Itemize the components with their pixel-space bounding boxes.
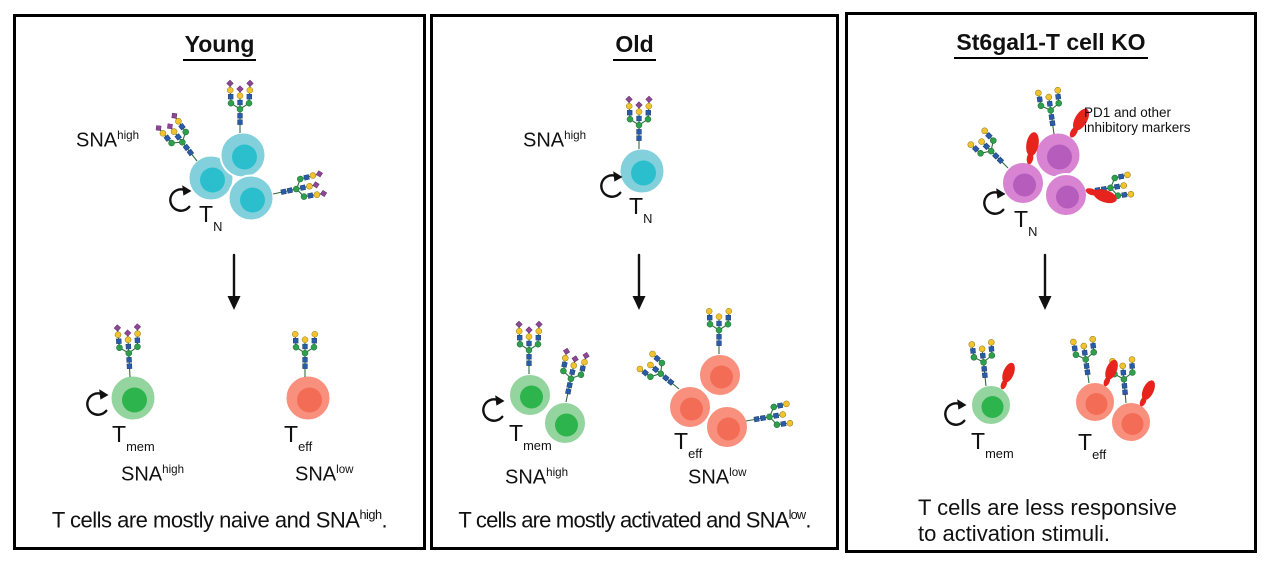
teff-label: Teff xyxy=(674,428,703,461)
sialylated-glycan-icon xyxy=(625,95,653,150)
effector-t-cell xyxy=(1110,401,1152,443)
asialo-glycan-icon xyxy=(705,307,733,355)
differentiation-arrow-icon xyxy=(1037,253,1053,312)
asialo-glycan-icon xyxy=(1034,86,1068,137)
self-renewal-arrow-icon xyxy=(944,398,968,426)
asialo-glycan-icon xyxy=(1069,335,1103,386)
effector-t-cell xyxy=(1074,381,1116,423)
asialo-glycan-icon xyxy=(967,338,1000,388)
panel-young: Young SNAhigh TN Tmem SNAhigh Teff SNAlo… xyxy=(13,14,426,550)
panel-title: Old xyxy=(433,31,836,61)
effector-t-cell xyxy=(705,405,749,449)
sialylated-glycan-icon xyxy=(552,346,591,406)
tn-label: TN xyxy=(199,201,223,234)
cell-diagram-old xyxy=(482,95,794,449)
panel-ko: St6gal1-T cell KO PD1 and other xyxy=(845,12,1257,553)
sna-high-label: SNAhigh xyxy=(121,463,185,486)
cell-diagram-ko xyxy=(944,86,1158,443)
effector-t-cell xyxy=(668,385,712,429)
self-renewal-arrow-icon xyxy=(600,169,624,198)
tmem-label: Tmem xyxy=(971,428,1014,461)
self-renewal-arrow-icon xyxy=(86,388,110,416)
sna-high-label: SNAhigh xyxy=(76,129,140,152)
naive-t-cell xyxy=(219,131,267,179)
sialylated-glycan-icon xyxy=(269,169,329,208)
asialo-glycan-icon xyxy=(743,399,794,435)
sialylated-glycan-icon xyxy=(515,320,543,375)
naive-t-cell xyxy=(618,147,666,195)
tn-label: TN xyxy=(629,193,653,226)
memory-t-cell xyxy=(109,374,157,422)
differentiation-arrow-icon xyxy=(631,253,647,312)
sialylated-glycan-icon xyxy=(226,79,254,134)
naive-t-cell xyxy=(227,174,275,222)
self-renewal-arrow-icon xyxy=(983,186,1007,215)
tmem-label: Tmem xyxy=(112,421,155,454)
self-renewal-arrow-icon xyxy=(482,394,506,422)
teff-label: Teff xyxy=(284,421,313,454)
teff-label: Teff xyxy=(1078,429,1107,462)
memory-t-cell xyxy=(970,384,1012,426)
tmem-label: Tmem xyxy=(509,420,552,453)
tn-label: TN xyxy=(1014,206,1038,239)
panel-caption: T cells are mostly activated and SNAlow. xyxy=(458,507,811,533)
memory-t-cell xyxy=(508,373,552,417)
ko-naive-t-cell xyxy=(1044,173,1088,217)
ko-naive-t-cell xyxy=(1001,161,1045,205)
sna-high-label: SNAhigh xyxy=(523,129,587,152)
panel-caption: T cells are less responsive to activatio… xyxy=(918,495,1177,546)
sialylated-glycan-icon xyxy=(113,322,144,379)
panel-caption: T cells are mostly naive and SNAhigh. xyxy=(51,507,388,533)
asialo-glycan-icon xyxy=(291,330,319,378)
panel-title: St6gal1-T cell KO xyxy=(848,29,1254,59)
panel-title: Young xyxy=(16,31,423,61)
effector-t-cell xyxy=(284,374,332,422)
pd1-note: PD1 and other inhibitory markers xyxy=(1084,105,1191,136)
sna-high-label: SNAhigh xyxy=(505,466,569,489)
panel-old: Old SNAhigh TN Tmem SNAhigh Teff SNAlow … xyxy=(430,14,839,550)
sna-low-label: SNAlow xyxy=(295,463,354,486)
cell-diagram-young xyxy=(86,79,332,422)
self-renewal-arrow-icon xyxy=(169,183,193,212)
ko-naive-t-cell xyxy=(1034,131,1082,179)
effector-t-cell xyxy=(698,353,742,397)
differentiation-arrow-icon xyxy=(226,253,242,312)
sna-low-label: SNAlow xyxy=(688,466,747,489)
